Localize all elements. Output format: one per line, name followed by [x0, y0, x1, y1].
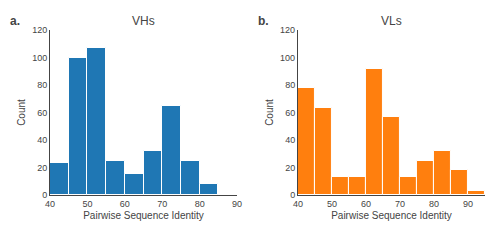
- svg-text:VHs: VHs: [132, 14, 155, 28]
- svg-text:100: 100: [280, 53, 295, 63]
- svg-text:VLs: VLs: [381, 14, 402, 28]
- svg-text:60: 60: [285, 108, 295, 118]
- svg-text:40: 40: [293, 199, 303, 209]
- svg-text:80: 80: [195, 199, 205, 209]
- svg-text:40: 40: [45, 199, 55, 209]
- svg-text:40: 40: [37, 135, 47, 145]
- svg-text:Pairwise Sequence Identity: Pairwise Sequence Identity: [331, 210, 452, 221]
- svg-text:120: 120: [280, 25, 295, 35]
- svg-text:80: 80: [429, 199, 439, 209]
- svg-text:20: 20: [285, 163, 295, 173]
- svg-text:80: 80: [285, 80, 295, 90]
- svg-text:90: 90: [463, 199, 473, 209]
- svg-text:40: 40: [285, 135, 295, 145]
- svg-text:20: 20: [37, 163, 47, 173]
- svg-text:60: 60: [120, 199, 130, 209]
- svg-text:70: 70: [157, 199, 167, 209]
- svg-text:70: 70: [395, 199, 405, 209]
- svg-text:120: 120: [32, 25, 47, 35]
- svg-text:b.: b.: [258, 14, 269, 28]
- svg-text:Count: Count: [264, 99, 275, 126]
- svg-text:50: 50: [327, 199, 337, 209]
- svg-text:60: 60: [37, 108, 47, 118]
- svg-text:50: 50: [82, 199, 92, 209]
- svg-text:100: 100: [32, 53, 47, 63]
- svg-text:90: 90: [232, 199, 242, 209]
- svg-text:0: 0: [290, 190, 295, 200]
- svg-text:Count: Count: [16, 99, 27, 126]
- svg-text:80: 80: [37, 80, 47, 90]
- svg-text:0: 0: [42, 190, 47, 200]
- svg-text:60: 60: [361, 199, 371, 209]
- svg-text:Pairwise Sequence Identity: Pairwise Sequence Identity: [83, 210, 204, 221]
- svg-text:a.: a.: [10, 14, 20, 28]
